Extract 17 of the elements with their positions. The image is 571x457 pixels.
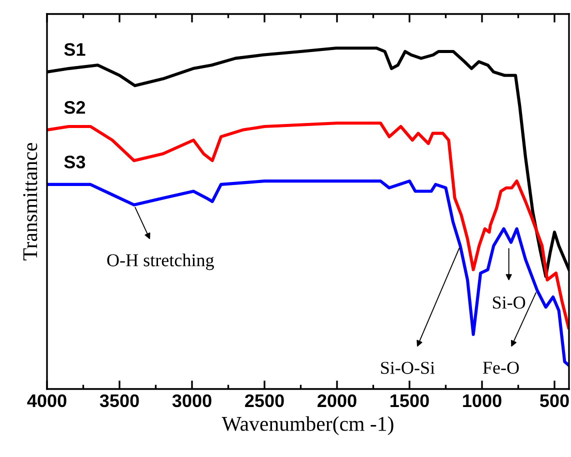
- x-tick-label: 1000: [463, 394, 502, 408]
- series-label: S3: [64, 156, 86, 168]
- x-axis-title: Wavenumber(cm -1): [222, 416, 394, 436]
- x-tick-label: 4000: [27, 394, 66, 408]
- annotation: Si-O: [492, 296, 526, 309]
- x-tick-label: 2500: [245, 394, 284, 408]
- annotation: O-H stretching: [107, 254, 214, 270]
- x-tick-label: 1500: [390, 394, 429, 408]
- annotation: Fe-O: [482, 362, 519, 374]
- x-tick-label: 500: [540, 394, 569, 408]
- y-axis-title: Transmittance: [23, 143, 38, 260]
- x-tick-label: 3000: [172, 394, 212, 408]
- annotation: Si-O-Si: [381, 362, 435, 374]
- series-label: S2: [64, 101, 86, 114]
- x-tick-label: 3500: [100, 394, 139, 408]
- x-tick-label: 2000: [318, 394, 356, 408]
- legend-label: S1: [64, 43, 86, 56]
